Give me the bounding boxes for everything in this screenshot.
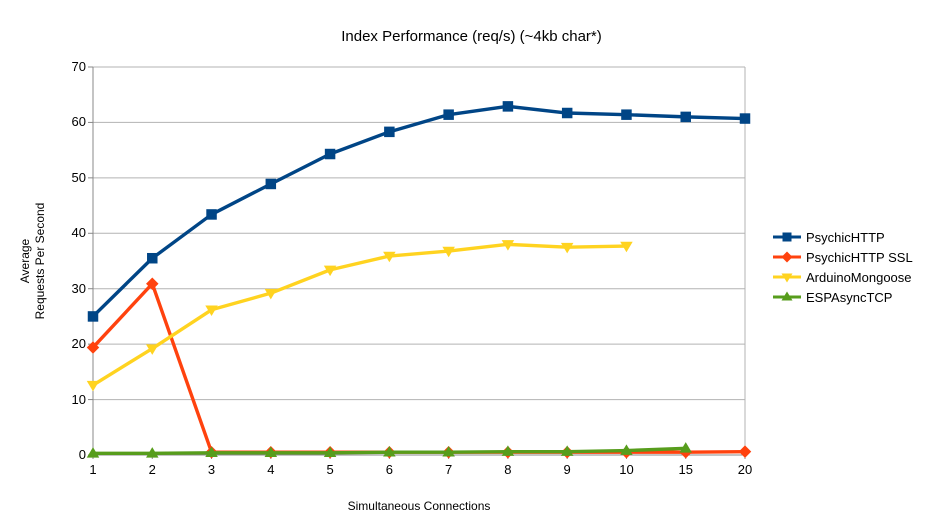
series-marker [561,107,573,119]
legend-label: ESPAsyncTCP [806,289,893,305]
series-marker [560,242,574,254]
series-marker [383,445,396,457]
y-tick-label: 40 [71,225,86,241]
series-marker [206,209,217,220]
x-tick-label: 2 [148,462,156,477]
series-marker [265,178,277,190]
series-marker [620,444,633,455]
series-marker [560,445,574,456]
series-marker [264,288,278,300]
series-marker [86,380,100,392]
series-marker [679,442,692,453]
x-tick-label: 8 [504,462,512,477]
series-marker [501,445,515,456]
chart-title: Index Performance (req/s) (~4kb char*) [341,28,602,45]
y-tick-label: 20 [71,336,86,352]
x-tick-label: 15 [678,462,693,477]
series-marker [383,251,396,263]
series-marker [146,447,159,458]
series-line [91,282,746,454]
y-tick-label: 10 [71,391,86,407]
series-line [92,242,627,387]
series-marker [442,445,455,457]
x-tick-label: 5 [326,462,334,477]
x-tick-label: 6 [385,462,393,477]
triangle-down-legend-swatch-icon [773,273,801,283]
series-marker [680,111,691,123]
series-marker [738,445,752,458]
x-tick-label: 9 [563,462,571,477]
series-marker [146,277,159,290]
square-legend-swatch-icon [773,232,801,242]
series-marker [324,148,336,160]
series-marker [443,109,454,120]
y-tick-label: 0 [78,447,86,462]
series-marker [739,113,751,124]
series-marker [147,252,158,264]
x-tick-label: 3 [207,462,216,477]
x-tick-label: 10 [619,462,634,477]
series-marker [86,447,100,458]
series-marker [502,101,514,112]
series-marker [264,446,278,458]
y-axis-title-line1: Average [18,238,32,284]
series-marker [86,341,100,354]
series-marker [323,265,337,277]
series-marker [621,109,632,120]
legend-item: ESPAsyncTCP [773,287,913,307]
series-marker [442,246,455,258]
series-marker [146,344,159,355]
series-line [91,104,746,318]
y-axis-title: Average Requests Per Second [18,203,48,320]
y-tick-label: 30 [71,280,86,296]
x-tick-label: 20 [737,462,753,477]
legend-item: PsychicHTTP [773,227,913,247]
series-marker [205,446,218,458]
diamond-legend-swatch-icon [773,251,801,263]
y-tick-label: 50 [71,169,86,185]
legend-label: PsychicHTTP SSL [806,249,913,265]
x-tick-label: 4 [267,462,275,477]
legend-item: PsychicHTTP SSL [773,247,913,267]
legend-label: ArduinoMongoose [806,269,912,285]
y-tick-label: 70 [71,59,86,74]
series-marker [620,241,633,253]
x-axis-title: Simultaneous Connections [347,499,491,513]
legend-item: ArduinoMongoose [773,267,913,287]
series-marker [323,446,337,458]
x-tick-label: 1 [89,462,97,477]
x-tick-label: 7 [445,462,453,477]
legend: PsychicHTTP PsychicHTTP SSL ArduinoMongoos… [773,227,913,307]
series-marker [384,126,395,138]
legend-label: PsychicHTTP [806,229,885,245]
y-tick-label: 60 [71,114,86,130]
series-marker [87,311,99,322]
series-marker [205,305,218,317]
triangle-up-legend-swatch-icon [773,291,801,301]
y-axis-title-line2: Requests Per Second [33,202,47,320]
series-marker [501,240,515,251]
